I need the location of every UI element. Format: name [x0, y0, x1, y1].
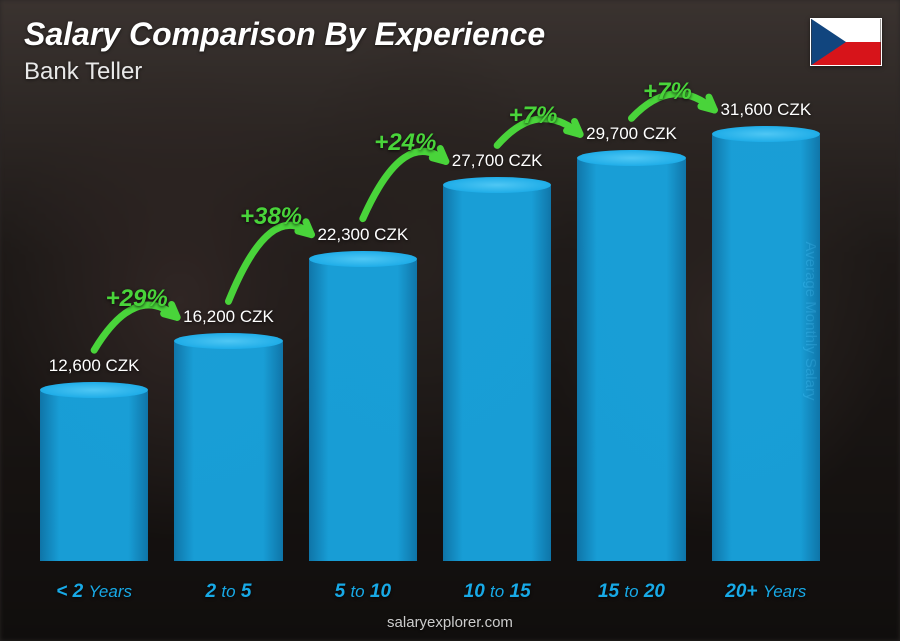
- bar-shape: [577, 158, 685, 561]
- bar-shape: [174, 341, 282, 561]
- bar-0: 12,600 CZK: [40, 100, 148, 561]
- x-label: 15 to 20: [577, 581, 685, 603]
- bar-shape: [40, 390, 148, 561]
- x-label: 20+ Years: [712, 581, 820, 603]
- x-label: 5 to 10: [309, 581, 417, 603]
- x-label: < 2 Years: [40, 581, 148, 603]
- bar-shape: [712, 134, 820, 561]
- chart-stage: Salary Comparison By Experience Bank Tel…: [0, 0, 900, 641]
- bar-3: 27,700 CZK: [443, 100, 551, 561]
- bar-value-label: 16,200 CZK: [183, 307, 274, 327]
- bar-value-label: 12,600 CZK: [49, 356, 140, 376]
- page-title: Salary Comparison By Experience: [24, 16, 545, 53]
- bar-4: 29,700 CZK: [577, 100, 685, 561]
- bar-value-label: 27,700 CZK: [452, 151, 543, 171]
- x-axis-labels: < 2 Years 2 to 5 5 to 10 10 to 15 15 to 20 20…: [30, 581, 830, 603]
- bar-value-label: 22,300 CZK: [317, 225, 408, 245]
- bar-shape: [443, 185, 551, 561]
- bar-5: 31,600 CZK: [712, 100, 820, 561]
- bar-shape: [309, 259, 417, 561]
- bar-chart: 12,600 CZK 16,200 CZK 22,300 CZK 27,700 CZK…: [30, 100, 830, 561]
- country-flag: [810, 18, 882, 66]
- x-label: 2 to 5: [174, 581, 282, 603]
- page-subtitle: Bank Teller: [24, 58, 142, 86]
- bar-2: 22,300 CZK: [309, 100, 417, 561]
- bar-1: 16,200 CZK: [174, 100, 282, 561]
- x-label: 10 to 15: [443, 581, 551, 603]
- footer-attribution: salaryexplorer.com: [0, 614, 900, 631]
- bar-value-label: 29,700 CZK: [586, 124, 677, 144]
- flag-czech-icon: [811, 19, 881, 65]
- bar-value-label: 31,600 CZK: [720, 100, 811, 120]
